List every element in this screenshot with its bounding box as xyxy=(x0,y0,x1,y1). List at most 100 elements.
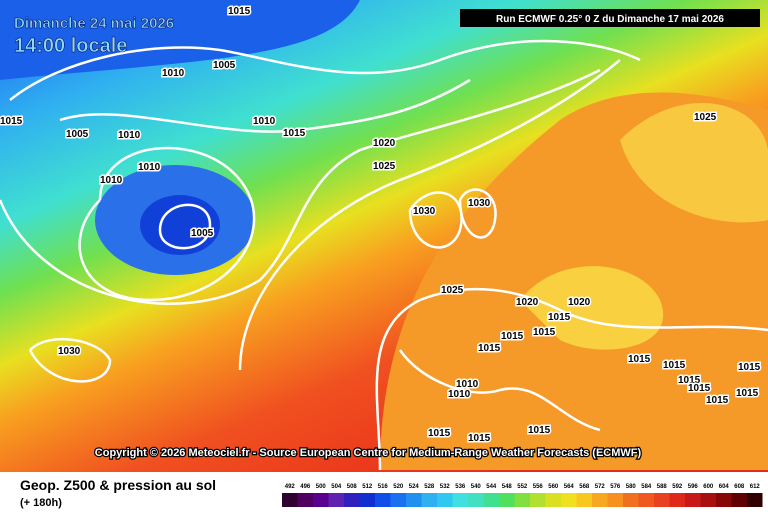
isobar xyxy=(28,337,112,383)
legend-swatch xyxy=(344,493,360,507)
copyright: Copyright © 2026 Meteociel.fr - Source E… xyxy=(95,447,642,459)
isobar-label: 1010 xyxy=(118,130,141,141)
isobar-labels: 1015 1010 1005 1015 1005 1010 1010 1015 1010 1010… xyxy=(0,5,762,446)
legend-label: 504 xyxy=(331,484,342,490)
legend-swatch xyxy=(375,493,391,507)
legend-swatch xyxy=(452,493,468,507)
isobar-label: 1020 xyxy=(373,138,396,149)
isobars xyxy=(0,39,768,471)
isobar-label: 1005 xyxy=(191,228,214,239)
legend-label: 560 xyxy=(548,484,559,490)
isobar xyxy=(458,188,497,239)
isobar-label: 1015 xyxy=(738,362,761,373)
legend-label: 528 xyxy=(424,484,435,490)
legend-label: 612 xyxy=(750,484,761,490)
legend-label: 524 xyxy=(409,484,420,490)
legend-swatch xyxy=(406,493,422,507)
legend-label: 540 xyxy=(471,484,482,490)
isobar xyxy=(408,191,463,249)
isobar-label: 1015 xyxy=(706,395,729,406)
isobar-label: 1015 xyxy=(736,388,759,399)
isobar-label: 1015 xyxy=(533,327,556,338)
legend-label: 556 xyxy=(533,484,544,490)
legend-label: 496 xyxy=(300,484,311,490)
isobar-label: 1015 xyxy=(283,128,306,139)
run-info: Run ECMWF 0.25° 0 Z du Dimanche 17 mai 2… xyxy=(496,14,724,25)
legend-swatch xyxy=(282,493,298,507)
forecast-time: 14:00 locale xyxy=(14,35,127,57)
legend-label: 600 xyxy=(703,484,714,490)
isobar-label: 1010 xyxy=(138,162,161,173)
isobar-label: 1030 xyxy=(413,206,436,217)
legend-label: 532 xyxy=(440,484,451,490)
legend-swatch xyxy=(313,493,329,507)
isobar-label: 1005 xyxy=(66,129,89,140)
isobar xyxy=(398,349,601,432)
forecast-date: Dimanche 24 mai 2026 xyxy=(14,15,174,32)
isobar-label: 1010 xyxy=(253,116,276,127)
legend-swatch xyxy=(421,493,437,507)
isobar-label: 1020 xyxy=(568,297,591,308)
legend-swatch xyxy=(731,493,747,507)
isobar-label: 1015 xyxy=(528,425,551,436)
legend-swatch xyxy=(685,493,701,507)
legend-swatch xyxy=(576,493,592,507)
legend-label: 548 xyxy=(502,484,513,490)
legend-swatch xyxy=(437,493,453,507)
legend-label: 608 xyxy=(734,484,745,490)
footer-lead: (+ 180h) xyxy=(20,497,62,509)
legend-label: 564 xyxy=(564,484,575,490)
legend-label: 520 xyxy=(393,484,404,490)
isobar-label: 1015 xyxy=(228,6,251,17)
isobar-label: 1015 xyxy=(468,433,491,444)
isobar xyxy=(158,203,212,250)
isobar-label: 1030 xyxy=(468,198,491,209)
isobar-label: 1010 xyxy=(100,175,123,186)
isobar-label: 1015 xyxy=(478,343,501,354)
legend-swatch xyxy=(483,493,499,507)
isobar xyxy=(419,287,768,332)
color-legend: 492 496 500 504 508 512 516 520 524 528 532 536 540 5… xyxy=(282,484,763,507)
isobar-label: 1010 xyxy=(448,389,471,400)
isobar-label: 1015 xyxy=(428,428,451,439)
legend-swatch xyxy=(592,493,608,507)
isobar-label: 1020 xyxy=(516,297,539,308)
warm-ridge xyxy=(520,266,664,350)
legend-label: 508 xyxy=(347,484,358,490)
isobar xyxy=(238,59,621,371)
legend-swatch xyxy=(499,493,515,507)
isobar-label: 1015 xyxy=(501,331,524,342)
isobar-label: 1015 xyxy=(678,375,701,386)
isobar-label: 1015 xyxy=(548,312,571,323)
legend-swatch xyxy=(359,493,375,507)
legend-label: 592 xyxy=(672,484,683,490)
legend-label: 572 xyxy=(595,484,606,490)
isobar-label: 1025 xyxy=(373,161,396,172)
legend-label: 568 xyxy=(579,484,590,490)
legend-label: 536 xyxy=(455,484,466,490)
isobar-label: 1005 xyxy=(213,60,236,71)
legend-swatch xyxy=(747,493,763,507)
legend-label: 596 xyxy=(688,484,699,490)
warm-ridge xyxy=(620,102,768,223)
isobar-label: 1015 xyxy=(688,383,711,394)
legend-swatch xyxy=(623,493,639,507)
isobar-label: 1025 xyxy=(694,112,717,123)
low-core xyxy=(140,195,220,255)
isobar-label: 1010 xyxy=(162,68,185,79)
legend-swatch xyxy=(328,493,344,507)
legend-label: 492 xyxy=(285,484,296,490)
isobar-label: 1015 xyxy=(663,360,686,371)
legend-swatch xyxy=(530,493,546,507)
legend-swatch xyxy=(716,493,732,507)
isobar xyxy=(59,78,471,133)
isobar-label: 1030 xyxy=(58,346,81,357)
isobar-label: 1025 xyxy=(441,285,464,296)
legend-swatch xyxy=(297,493,313,507)
legend-swatch xyxy=(514,493,530,507)
legend-swatch xyxy=(654,493,670,507)
isobar xyxy=(9,39,641,101)
legend-label: 576 xyxy=(610,484,621,490)
